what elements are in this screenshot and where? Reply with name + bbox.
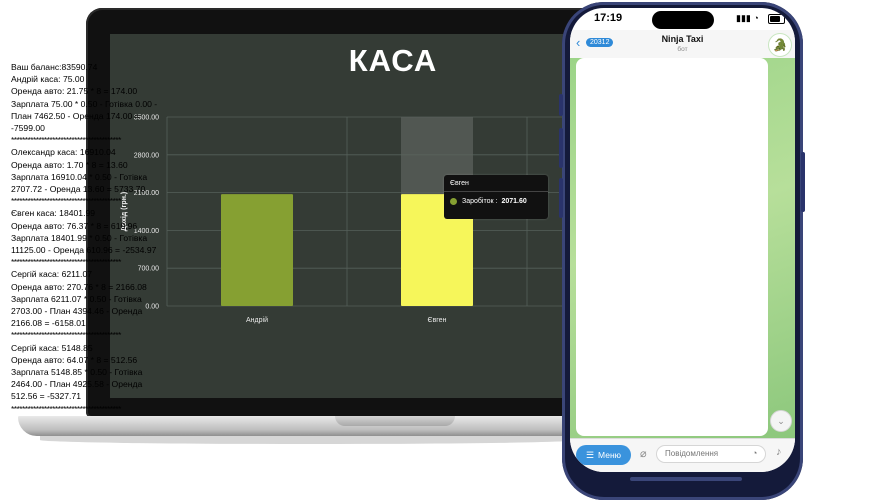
message-separator: ****************************************: [11, 330, 121, 341]
y-tick-label: 0.00: [145, 304, 159, 311]
message-line: Олександр каса: 16910.04: [11, 147, 116, 158]
tooltip-title: Євген: [444, 175, 548, 192]
message-line: Оренда авто: 64.07 * 8 = 512.56: [11, 354, 138, 365]
message-line: Сергій каса: 6211.07: [11, 269, 93, 280]
menu-icon: ☰: [585, 449, 595, 460]
dynamic-island: [652, 11, 714, 29]
message-line: 512.56 = -5327.71: [11, 391, 82, 402]
message-line: 2464.00 - План 4925.58 - Оренда: [11, 379, 143, 390]
tooltip-series-dot: [450, 198, 457, 205]
signal-wifi-icon: ▮▮▮ ◔: [736, 13, 759, 23]
tooltip-label: Заробіток :: [462, 198, 498, 205]
message-line: Оренда авто: 76.37 * 8 = 610.96: [11, 220, 138, 231]
message-line: Андрій каса: 75.00: [11, 74, 85, 85]
unread-count-badge[interactable]: 20312: [586, 38, 614, 47]
phone-power-button: [801, 152, 805, 212]
message-line: 2707.72 - Оренда 13.60 = 5733.70: [11, 184, 146, 195]
message-line: -7599.00: [11, 123, 45, 134]
chat-title: Ninja Taxi: [661, 34, 704, 44]
bot-avatar[interactable]: 🐊: [768, 33, 792, 57]
message-line: Зарплата 75.00 * 0.50 - Готівка 0.00 -: [11, 98, 158, 109]
attach-icon[interactable]: ⌀: [640, 448, 647, 460]
message-line: План 7462.50 - Оренда 174.00 =: [11, 110, 140, 121]
chart-title: КАСА: [348, 43, 438, 78]
message-line: Зарплата 18401.99 * 0.50 - Готівка: [11, 232, 148, 243]
message-bubble: [576, 58, 768, 436]
phone-screen: 17:19 ▮▮▮ ◔ ‹ 20312 Ninja Taxi бот 🐊 ⌄ ☰…: [570, 8, 795, 472]
bot-message-text: Ваш баланс:83590.74 Андрій каса: 75.00 Оре…: [11, 61, 197, 415]
laptop-shadow: [40, 436, 580, 444]
message-line: Євген каса: 18401.99: [11, 208, 96, 219]
chat-subtitle: бот: [677, 46, 688, 53]
scroll-down-icon[interactable]: ⌄: [770, 410, 792, 432]
message-separator: ****************************************: [11, 196, 121, 207]
status-bar: 17:19 ▮▮▮ ◔: [570, 8, 795, 30]
phone-volume-up-button: [559, 128, 563, 168]
message-line: Зарплата 16910.04 * 0.50 - Готівка: [11, 171, 148, 182]
tooltip-value: 2071.60: [501, 198, 527, 205]
message-line: 2703.00 - План 4394.46 - Оренда: [11, 306, 143, 317]
y-tick-label: 2100.00: [134, 190, 159, 197]
back-chevron-icon[interactable]: ‹: [576, 35, 581, 50]
bar-Євген: [401, 194, 473, 306]
battery-icon: [768, 14, 785, 24]
message-line: Зарплата 5148.85 * 0.50 - Готівка: [11, 367, 143, 378]
laptop-notch: [335, 416, 455, 426]
chart-tooltip: Євген Заробіток : 2071.60: [444, 175, 548, 219]
message-line: Оренда авто: 270.76 * 8 = 2166.08: [11, 281, 147, 292]
phone-volume-down-button: [559, 178, 563, 218]
y-tick-label: 1400.00: [134, 228, 159, 235]
chat-header: ‹ 20312 Ninja Taxi бот 🐊: [570, 30, 795, 59]
message-line: Ваш баланс:83590.74: [11, 62, 98, 72]
x-tick-label: Андрій: [246, 316, 268, 324]
y-tick-label: 700.00: [138, 266, 160, 273]
laptop-screen: КАСА 0.00 700.00 1400.00 2100.00 2800.00 3500…: [110, 34, 590, 398]
message-line: Зарплата 6211.07 * 0.50 - Готівка: [11, 293, 142, 304]
message-input[interactable]: [656, 445, 766, 463]
message-separator: ****************************************: [11, 257, 121, 268]
status-time: 17:19: [594, 12, 623, 24]
microphone-icon[interactable]: ♪: [776, 446, 782, 458]
phone-side-button: [559, 94, 563, 116]
input-bar: ☰ Меню ⌀ ◔ ♪: [570, 438, 795, 472]
tooltip-row: Заробіток : 2071.60: [444, 192, 548, 211]
home-indicator: [630, 477, 742, 481]
message-line: Сергій каса: 5148.85: [11, 342, 93, 353]
message-separator: ****************************************: [11, 135, 121, 146]
sticker-icon[interactable]: ◔: [752, 448, 758, 458]
message-line: 2166.08 = -6158.01: [11, 318, 86, 329]
message-separator: ****************************************: [11, 403, 121, 414]
y-axis-label: Дохід (грн.): [120, 192, 128, 231]
laptop-base: [18, 416, 603, 436]
bar-Андрій: [221, 194, 293, 306]
message-line: Оренда авто: 21.75 * 8 = 174.00: [11, 86, 138, 97]
menu-button-label: Меню: [598, 450, 622, 460]
x-tick-label: Євген: [428, 317, 447, 324]
message-line: Оренда авто: 1.70 * 8 = 13.60: [11, 159, 128, 170]
menu-button[interactable]: ☰ Меню: [576, 445, 631, 465]
y-tick-label: 3500.00: [134, 115, 159, 122]
message-line: 11125.00 - Оренда 610.96 = -2534.97: [11, 245, 157, 256]
y-tick-label: 2800.00: [134, 152, 159, 159]
